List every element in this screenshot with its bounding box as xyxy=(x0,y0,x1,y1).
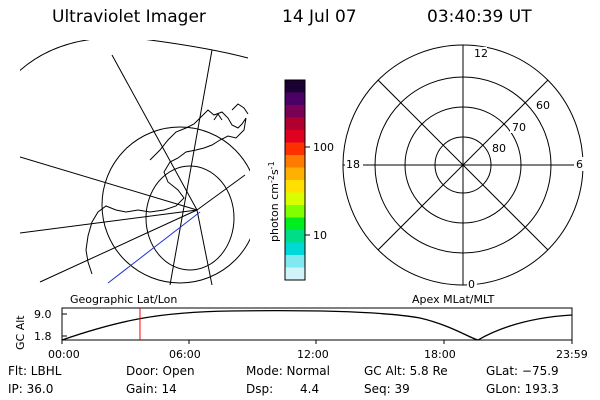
timeline-tick-4: 23:59 xyxy=(556,348,588,361)
lat-label-70: 70 xyxy=(512,121,526,134)
polar-labels: 12 18 6 0 60 70 80 xyxy=(345,47,584,291)
timeline-tick-1: 06:00 xyxy=(169,348,201,361)
colorbar-segment xyxy=(285,130,305,143)
info-gc-alt: GC Alt: 5.8 Re xyxy=(364,364,448,378)
colorbar-segment xyxy=(285,180,305,193)
mlt-label-6: 6 xyxy=(576,158,583,171)
colorbar-segment xyxy=(285,142,305,156)
map-footprint-ellipse xyxy=(145,165,235,271)
colorbar-segment xyxy=(285,255,305,268)
instrument-title: Ultraviolet Imager xyxy=(52,7,206,27)
colorbar-segment xyxy=(285,192,305,206)
time-label: 03:40:39 UT xyxy=(427,7,532,27)
timeline-ylabel: GC Alt xyxy=(14,315,27,350)
map-lat-circle-outer xyxy=(20,40,249,72)
map-coastline-3 xyxy=(213,113,223,121)
altitude-curve xyxy=(61,310,573,341)
colorbar-segment xyxy=(285,92,305,106)
color-bar: 100 10 photon cm-2s-1 xyxy=(267,79,334,281)
map-meridian-6 xyxy=(196,209,213,285)
colorbar-unit-label: photon cm-2s-1 xyxy=(267,161,281,242)
info-glat: GLat: −75.9 xyxy=(486,364,559,378)
date-label: 14 Jul 07 xyxy=(282,7,357,27)
timeline-tick-3: 18:00 xyxy=(424,348,456,361)
info-mode: Mode: Normal xyxy=(246,364,330,378)
timeline-tick-0: 00:00 xyxy=(48,348,80,361)
map-coastline-2 xyxy=(231,103,249,115)
timeline-tick-2: 12:00 xyxy=(297,348,329,361)
colorbar-segment xyxy=(285,167,305,181)
timeline-panel xyxy=(61,307,573,344)
colorbar-tick-10: 10 xyxy=(313,229,327,242)
info-ip: IP: 36.0 xyxy=(8,382,54,396)
colorbar-segment xyxy=(285,155,305,168)
colorbar-segment xyxy=(285,242,305,256)
timeline-y-bottom: 1.8 xyxy=(34,330,52,343)
info-glon: GLon: 193.3 xyxy=(486,382,559,396)
info-door: Door: Open xyxy=(126,364,195,378)
map-meridian-3 xyxy=(20,156,198,211)
map-coastline xyxy=(85,109,247,275)
colorbar-segment xyxy=(285,217,305,231)
map-lat-circle-mid xyxy=(101,126,250,284)
map-meridian-1 xyxy=(111,54,198,211)
polar-plot xyxy=(342,44,584,286)
info-gain: Gain: 14 xyxy=(126,382,177,396)
colorbar-segment xyxy=(285,80,305,93)
info-filter: Flt: LBHL xyxy=(8,364,62,378)
colorbar-segment xyxy=(285,267,305,281)
info-seq: Seq: 39 xyxy=(364,382,410,396)
info-dsp-label: Dsp: xyxy=(246,382,274,396)
lat-label-60: 60 xyxy=(536,99,550,112)
colorbar-segment xyxy=(285,230,305,243)
info-dsp-value: 4.4 xyxy=(300,382,320,396)
lat-label-80: 80 xyxy=(492,142,506,155)
map-meridian-5 xyxy=(196,174,246,211)
geographic-map xyxy=(20,40,250,285)
colorbar-segment xyxy=(285,205,305,218)
mlt-label-12: 12 xyxy=(474,47,488,60)
apex-label: Apex MLat/MLT xyxy=(412,293,495,306)
map-meridian-7 xyxy=(20,209,198,234)
mlt-label-18: 18 xyxy=(346,158,360,171)
map-meridian-2 xyxy=(169,49,213,285)
mlt-label-0: 0 xyxy=(468,278,475,291)
colorbar-segment xyxy=(285,105,305,118)
timeline-y-top: 9.0 xyxy=(34,308,52,321)
map-meridian-4 xyxy=(39,209,198,283)
geographic-label: Geographic Lat/Lon xyxy=(70,293,177,306)
colorbar-segment xyxy=(285,117,305,131)
colorbar-tick-100: 100 xyxy=(313,141,334,154)
map-ground-track xyxy=(107,211,201,284)
